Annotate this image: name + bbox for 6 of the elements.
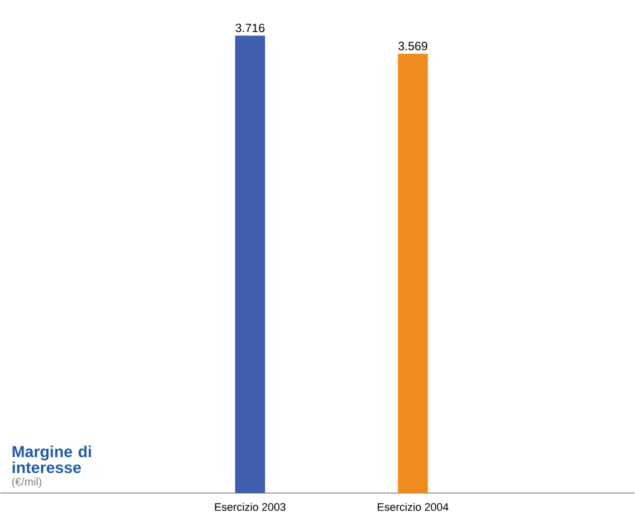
text: (€/mil) <box>12 477 42 488</box>
data-label: 3.569 <box>398 42 428 50</box>
x-tick-label: Esercizio 2004 <box>378 502 448 511</box>
x-tick-label: Esercizio 2003 <box>215 502 286 511</box>
data-label: 3.716 <box>236 24 264 32</box>
text: Margine di interesse <box>12 445 91 474</box>
